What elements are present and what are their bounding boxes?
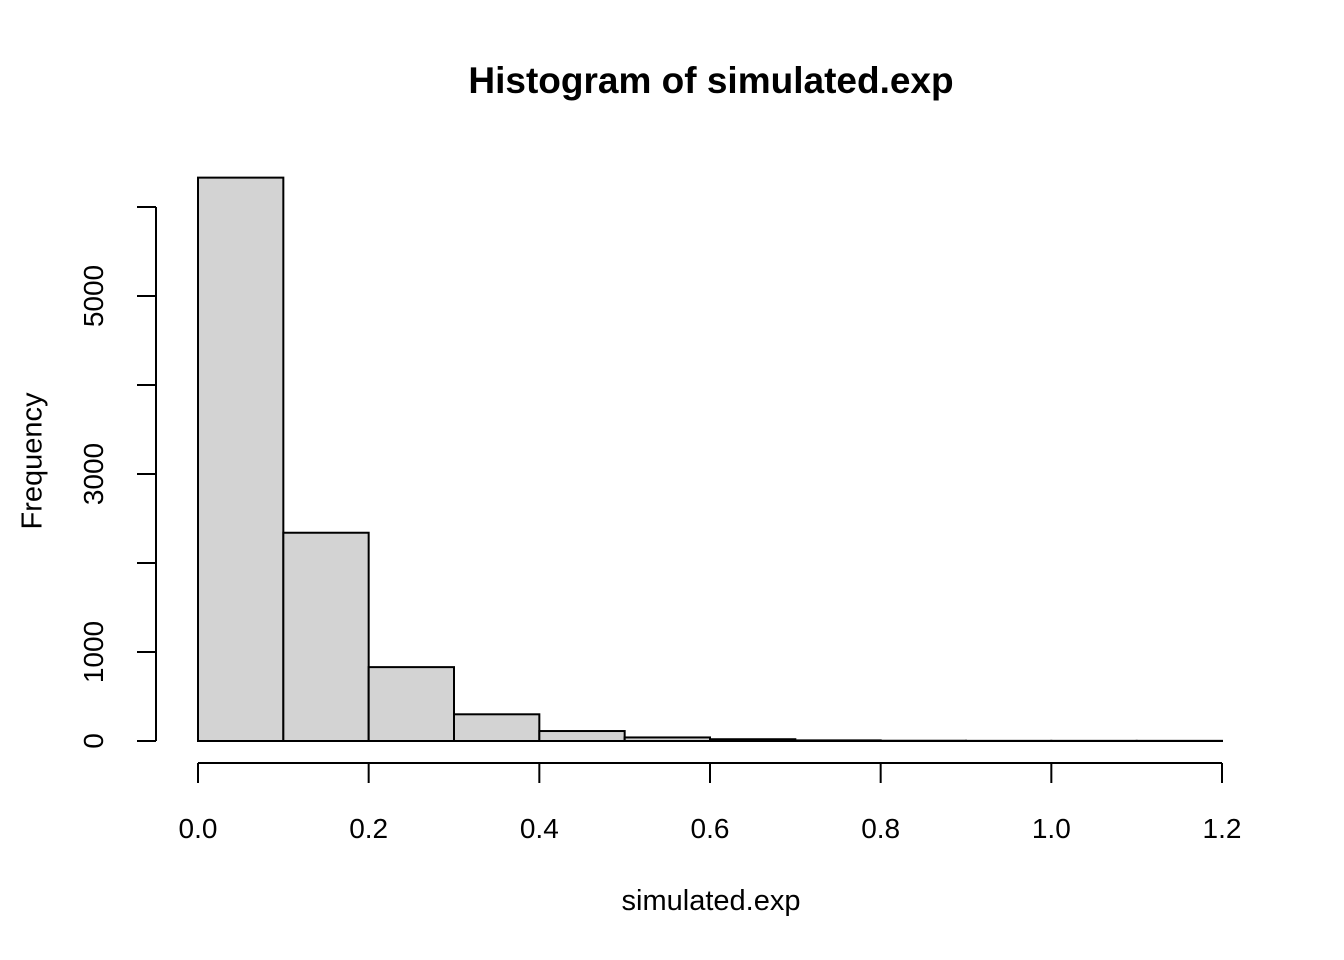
x-tick-label: 0.2 [349, 813, 388, 844]
histogram-bar [197, 176, 285, 742]
chart-title: Histogram of simulated.exp [468, 60, 954, 101]
y-tick-label: 1000 [78, 621, 109, 683]
x-tick-label: 0.0 [179, 813, 218, 844]
histogram-bar [453, 713, 541, 742]
y-tick-label: 3000 [78, 443, 109, 505]
x-tick-label: 0.4 [520, 813, 559, 844]
x-tick-label: 0.6 [691, 813, 730, 844]
histogram-bar [367, 666, 455, 743]
histogram-bar [538, 730, 626, 742]
x-tick-label: 0.8 [861, 813, 900, 844]
x-tick-label: 1.2 [1203, 813, 1242, 844]
histogram-bars [197, 176, 1223, 743]
histogram-bar [623, 736, 712, 743]
y-axis: 0 1000 3000 5000 [78, 206, 157, 749]
x-axis-title: simulated.exp [621, 885, 801, 917]
y-tick-label: 0 [78, 733, 109, 749]
x-axis: 0.0 0.2 0.4 0.6 0.8 1.0 1.2 [179, 762, 1242, 844]
y-tick-label: 5000 [78, 265, 109, 327]
x-tick-label: 1.0 [1032, 813, 1071, 844]
histogram-bar [282, 531, 370, 742]
histogram-bar [709, 738, 797, 742]
histogram-bar [794, 739, 882, 743]
